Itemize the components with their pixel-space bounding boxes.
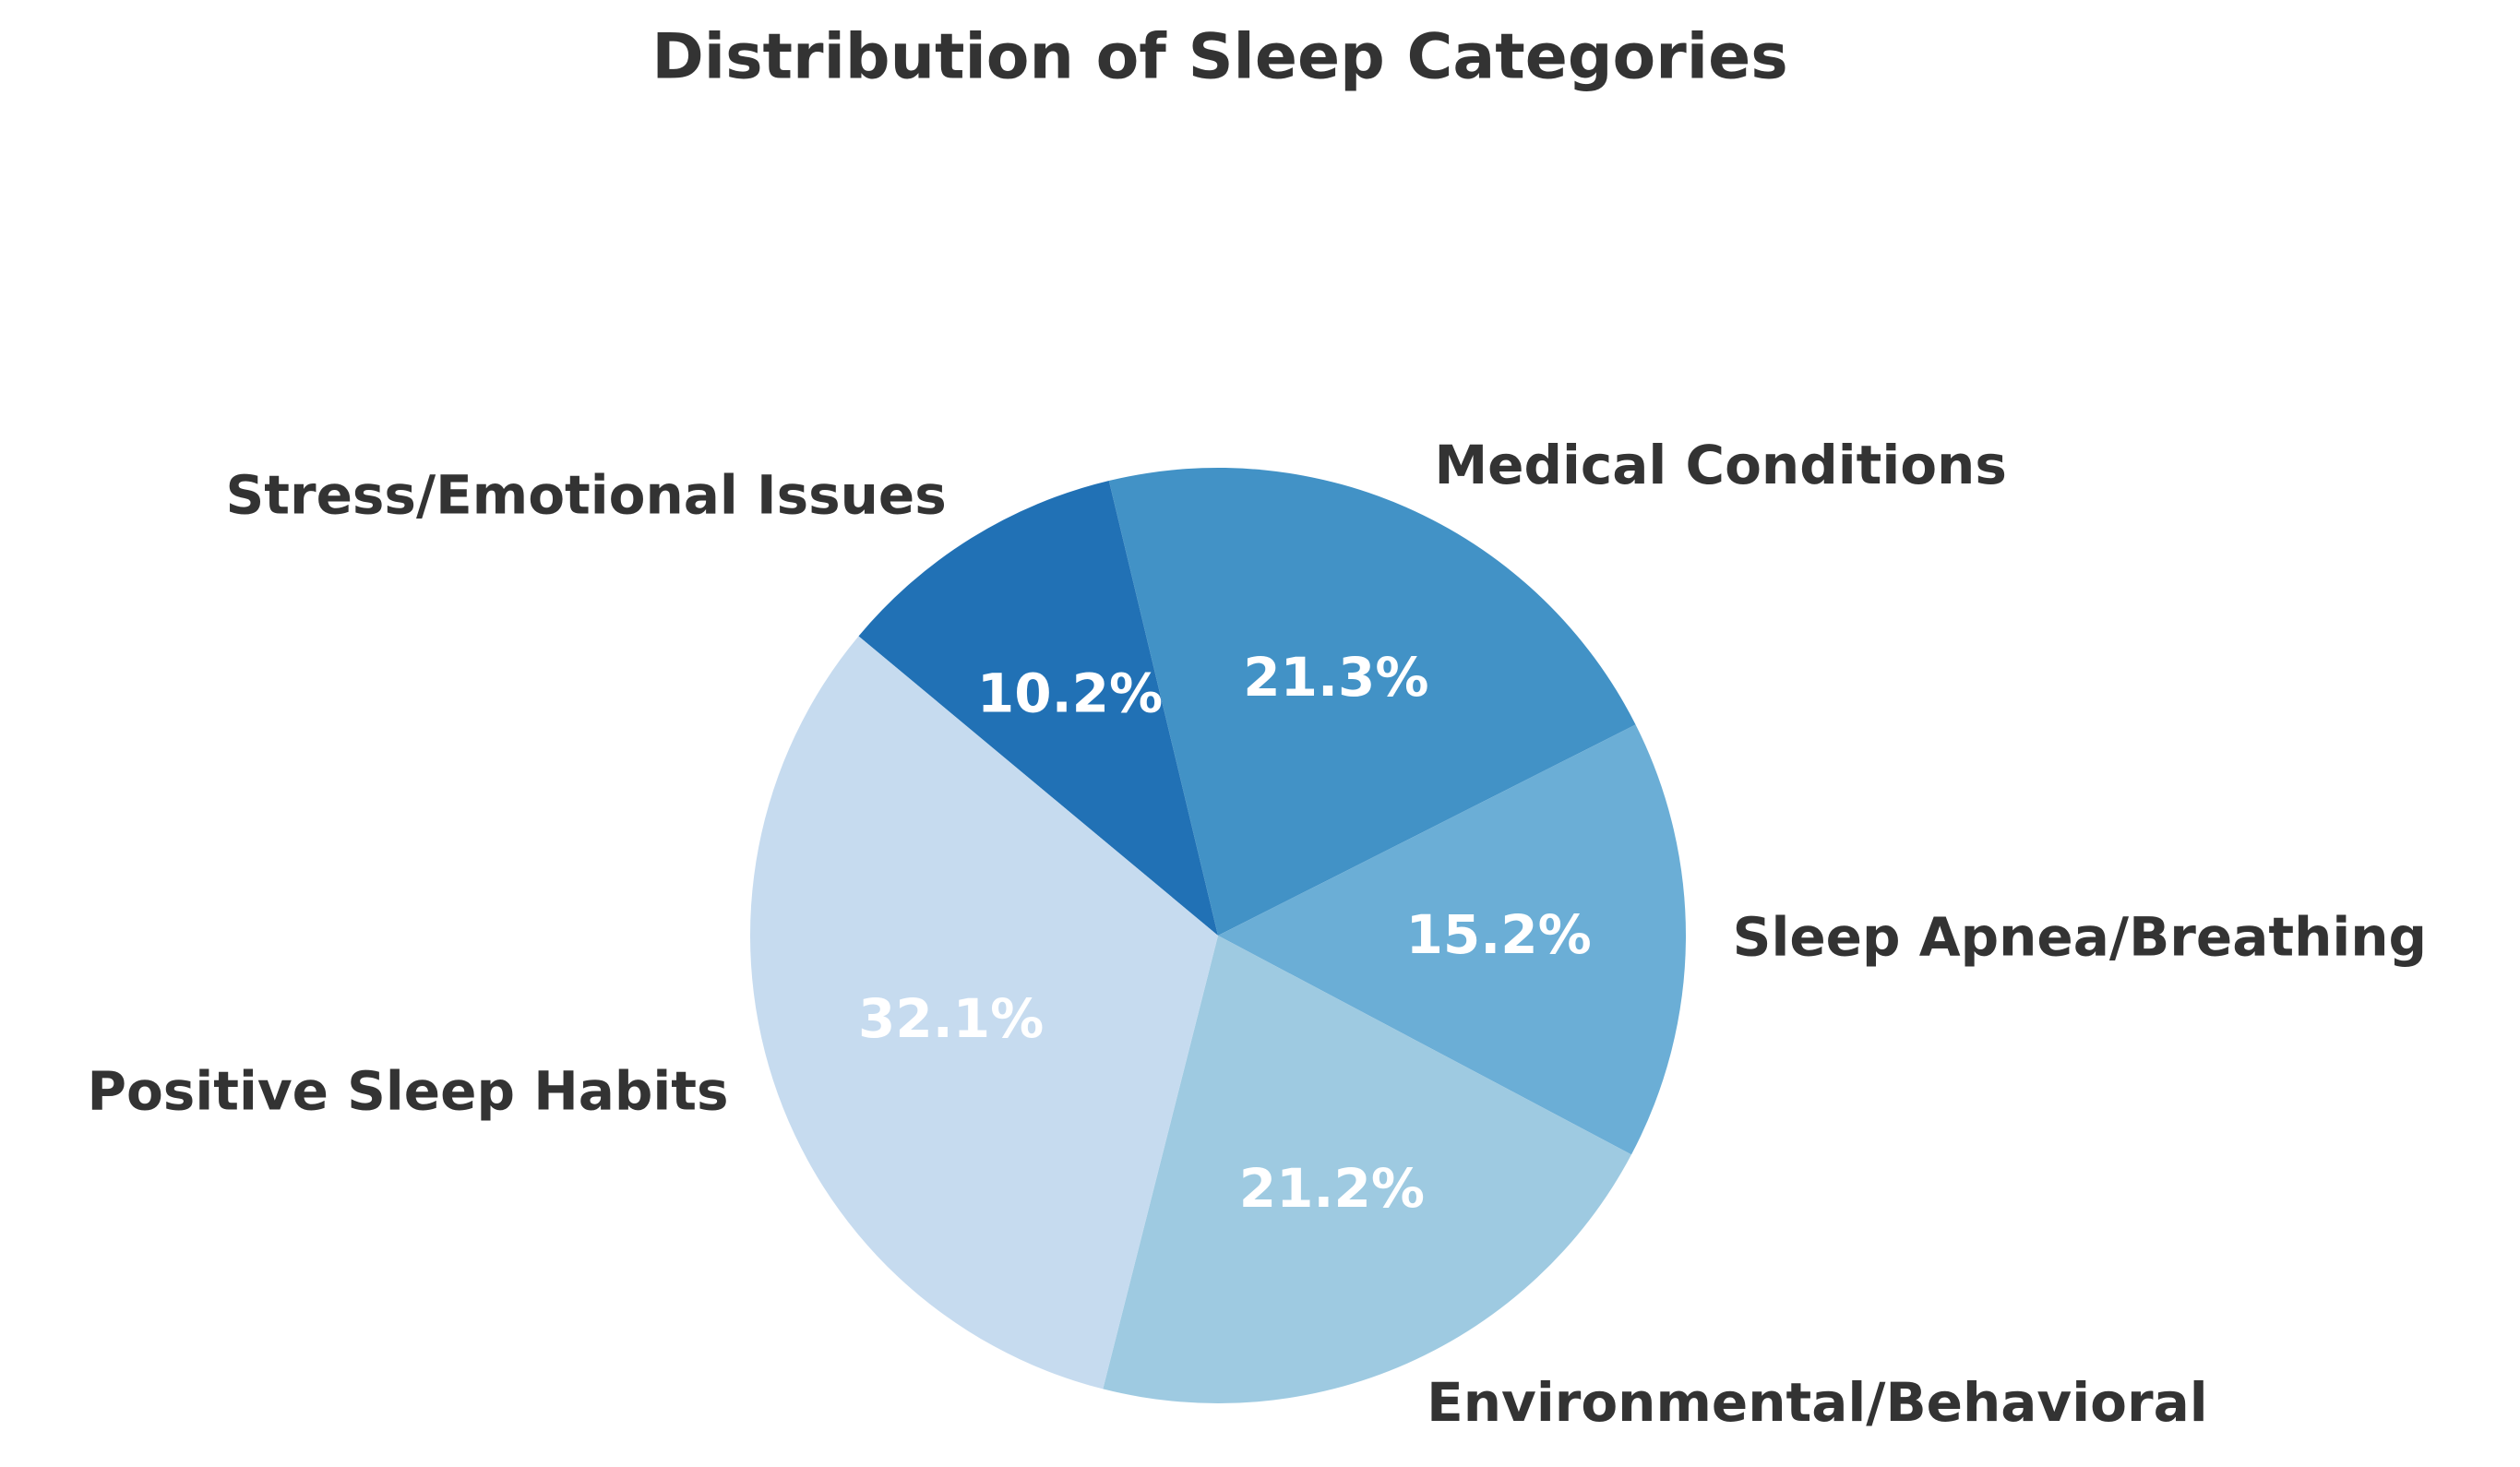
slice-label: Medical Conditions [1434,434,2006,496]
value-label: 21.2% [1239,1157,1425,1220]
pie-slice [1108,468,1636,936]
slice-label: Positive Sleep Habits [87,1059,728,1122]
pie-slice [858,480,1218,936]
value-label: 32.1% [858,987,1044,1050]
pie-slice [1103,936,1631,1403]
pie-slice [1218,724,1687,1155]
value-label: 21.3% [1243,646,1428,709]
slice-label: Sleep Apnea/Breathing [1733,906,2427,969]
slice-label: Stress/Emotional Issues [225,463,946,526]
value-label: 10.2% [977,662,1163,725]
pie-slice [749,636,1218,1389]
value-label: 15.2% [1406,903,1592,966]
slice-label: Environmental/Behavioral [1427,1371,2207,1434]
chart-title: Distribution of Sleep Categories [651,21,1787,94]
